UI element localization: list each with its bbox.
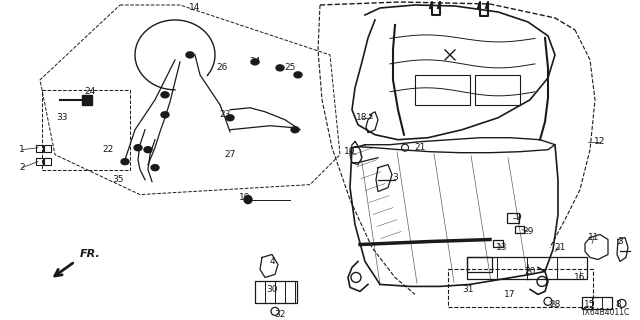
Text: 19: 19 [239, 193, 251, 202]
Text: 1: 1 [19, 145, 25, 154]
Text: 21: 21 [554, 243, 566, 252]
Text: 31: 31 [462, 285, 474, 294]
Bar [467, 258, 492, 272]
Text: 16: 16 [574, 273, 586, 282]
Text: 27: 27 [224, 150, 236, 159]
Text: 4: 4 [269, 257, 275, 266]
Bar [475, 75, 520, 105]
Text: 32: 32 [275, 310, 285, 319]
Text: 21: 21 [414, 143, 426, 152]
Ellipse shape [291, 127, 299, 133]
Text: 12: 12 [595, 137, 605, 146]
Ellipse shape [151, 165, 159, 171]
Text: 18: 18 [356, 113, 368, 122]
Bar [36, 158, 43, 165]
Bar [82, 95, 92, 105]
Ellipse shape [251, 59, 259, 65]
Ellipse shape [186, 52, 194, 58]
Ellipse shape [144, 147, 152, 153]
Text: 9: 9 [515, 213, 521, 222]
Text: 23: 23 [220, 110, 230, 119]
Text: 17: 17 [504, 290, 516, 299]
Text: 30: 30 [266, 285, 278, 294]
Text: 26: 26 [216, 63, 228, 72]
Bar [44, 145, 51, 152]
Ellipse shape [121, 159, 129, 165]
Text: 33: 33 [56, 113, 68, 122]
Text: 35: 35 [112, 175, 124, 184]
Text: 3: 3 [617, 237, 623, 246]
Ellipse shape [161, 112, 169, 118]
Text: 3: 3 [392, 173, 398, 182]
Ellipse shape [226, 115, 234, 121]
Bar [493, 239, 503, 247]
Text: 15: 15 [584, 300, 596, 309]
Bar [515, 226, 524, 233]
Text: 34: 34 [250, 57, 260, 66]
Circle shape [244, 196, 252, 204]
Text: 22: 22 [102, 145, 114, 154]
Text: 24: 24 [84, 87, 95, 96]
Bar [415, 75, 470, 105]
Text: 29: 29 [522, 227, 534, 236]
Text: TX64B4011C: TX64B4011C [580, 308, 630, 317]
Text: 14: 14 [189, 4, 201, 12]
Text: FR.: FR. [80, 250, 100, 260]
Bar [467, 258, 587, 279]
Text: 11: 11 [588, 233, 600, 242]
Ellipse shape [276, 65, 284, 71]
Ellipse shape [161, 92, 169, 98]
Text: 8: 8 [615, 300, 621, 309]
Text: 2: 2 [19, 163, 25, 172]
Bar [448, 269, 593, 308]
Bar [507, 212, 519, 222]
Bar [255, 281, 297, 303]
Bar [36, 145, 43, 152]
Text: 25: 25 [284, 63, 296, 72]
Text: 28: 28 [549, 300, 561, 309]
Bar [44, 158, 51, 165]
Text: 10: 10 [344, 147, 356, 156]
Text: 13: 13 [496, 243, 508, 252]
Ellipse shape [134, 145, 142, 151]
Text: 20: 20 [524, 267, 536, 276]
Ellipse shape [294, 72, 302, 78]
Bar [582, 297, 612, 309]
